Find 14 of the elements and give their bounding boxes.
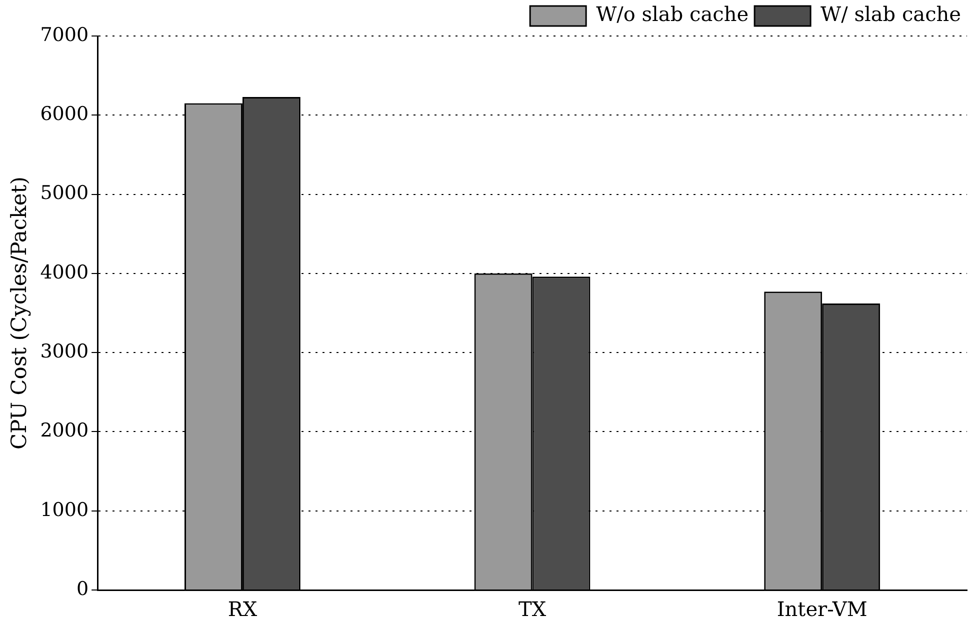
y-tick-label: 7000 (40, 24, 89, 46)
y-tick-label: 2000 (40, 420, 89, 442)
y-tick-label: 6000 (40, 103, 89, 126)
legend-label: W/o slab cache (596, 2, 749, 26)
x-tick-label: Inter-VM (776, 597, 868, 622)
y-axis-title: CPU Cost (Cycles/Packet) (7, 176, 32, 450)
x-tick-label: TX (518, 597, 547, 622)
x-tick-label: RX (228, 597, 258, 622)
legend-label: W/ slab cache (820, 2, 962, 26)
y-tick-label: 3000 (40, 340, 89, 363)
y-tick-label: 0 (76, 578, 89, 600)
y-tick-label: 1000 (40, 498, 89, 521)
y-tick-label: 4000 (40, 261, 89, 284)
y-tick-label: 5000 (40, 182, 89, 204)
